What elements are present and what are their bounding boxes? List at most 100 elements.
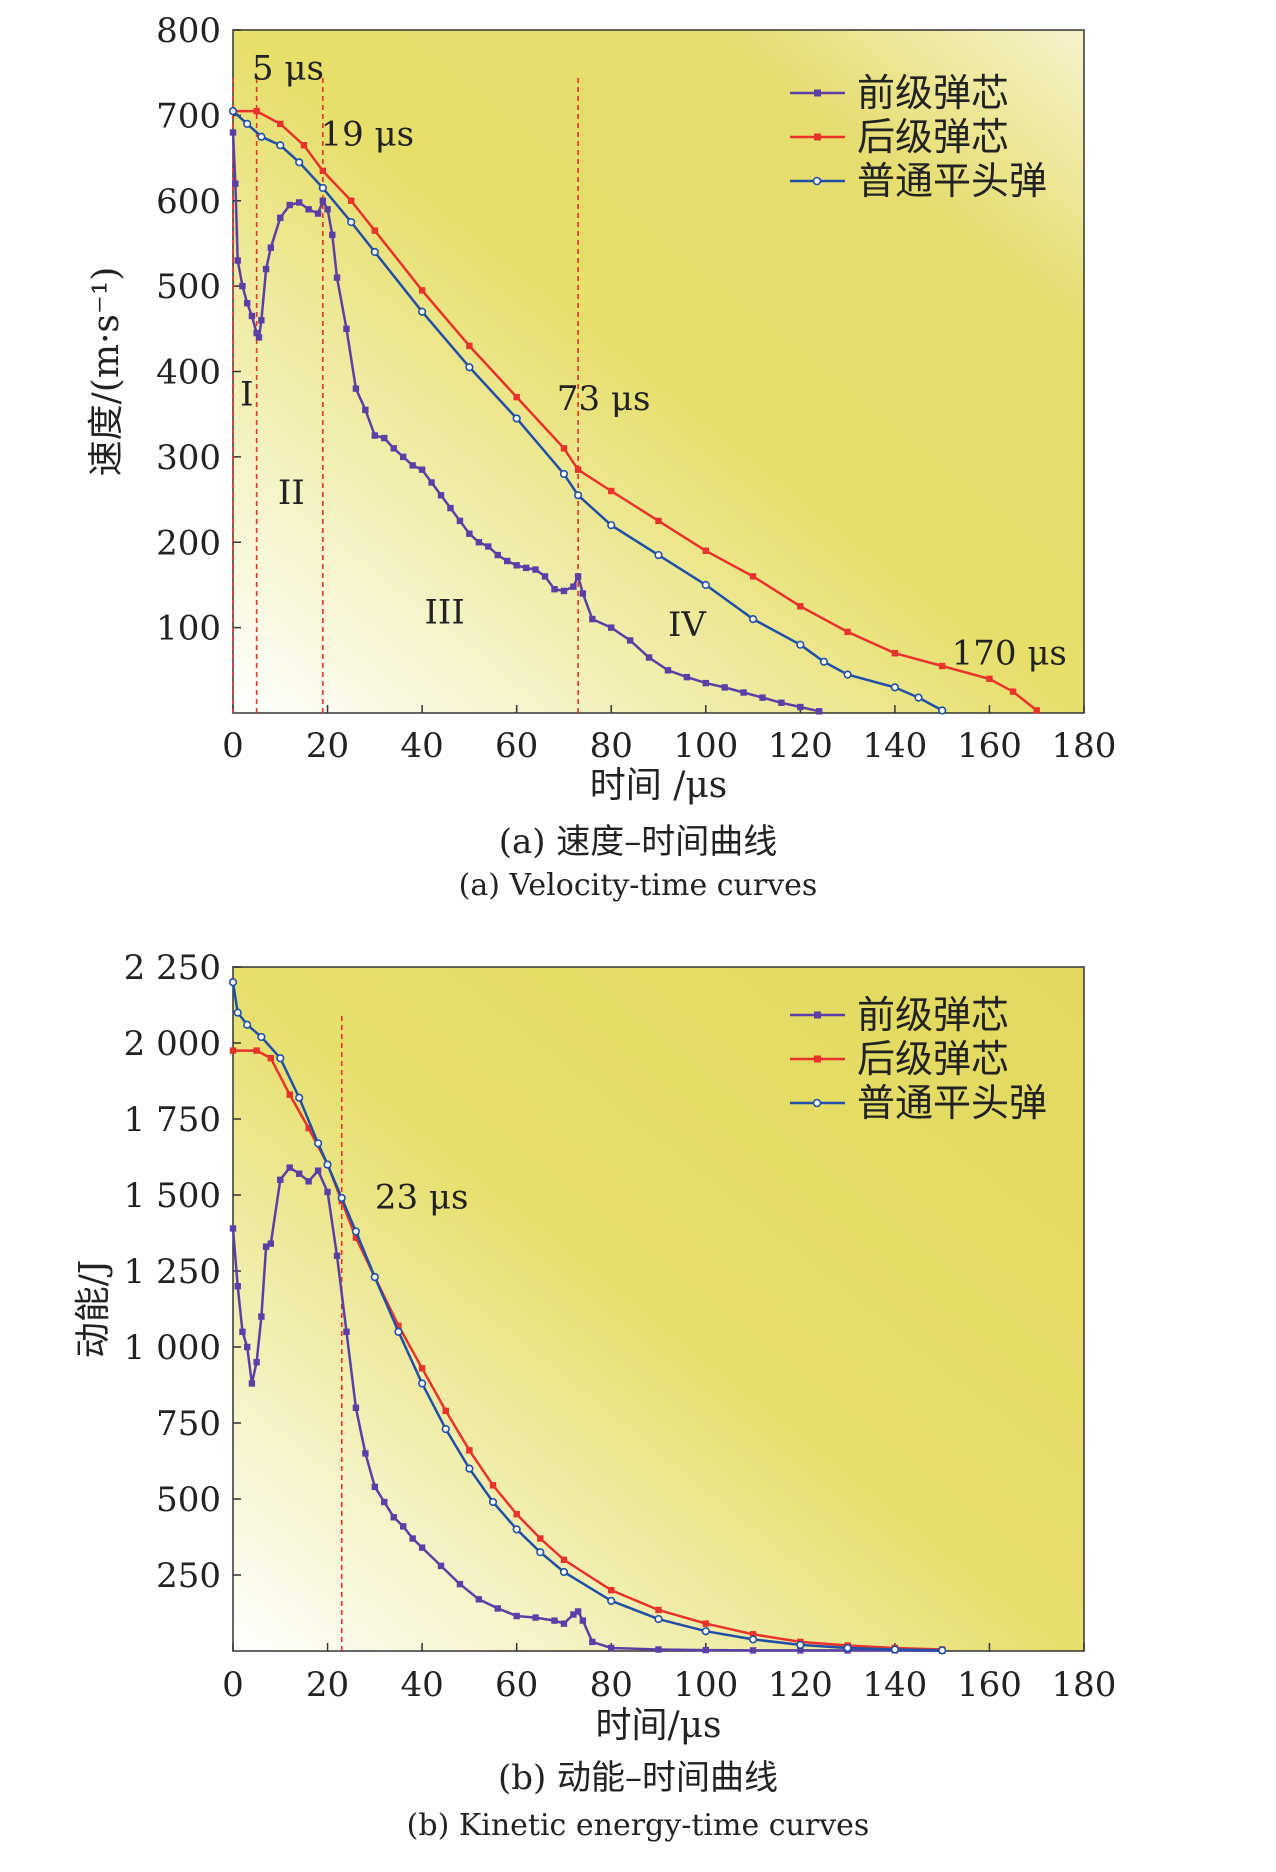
series-point	[229, 129, 237, 136]
legend-marker	[814, 1055, 821, 1063]
series-point	[239, 282, 246, 290]
series-point	[390, 445, 397, 452]
series-point	[537, 1535, 544, 1542]
series-point	[513, 562, 520, 569]
series-point	[796, 1640, 805, 1650]
series-point	[702, 679, 709, 687]
series-point	[1033, 707, 1040, 714]
series-point	[418, 466, 426, 473]
series-point	[333, 1252, 341, 1259]
series-point	[702, 1646, 709, 1654]
series-point	[560, 1556, 568, 1563]
x-tick-label: 120	[768, 726, 833, 766]
series-point	[740, 689, 747, 696]
x-tick-label: 60	[495, 1665, 538, 1705]
series-point	[243, 1020, 252, 1029]
y-tick-label: 750	[156, 1404, 221, 1444]
series-point	[352, 1234, 360, 1241]
legend-label: 后级弹芯	[857, 115, 1009, 159]
series-point	[232, 180, 239, 187]
series-point	[370, 247, 379, 257]
series-point	[329, 231, 336, 239]
series-point	[701, 1627, 710, 1636]
series-point	[248, 1380, 256, 1387]
x-tick-label: 140	[862, 1665, 927, 1705]
series-point	[362, 1450, 369, 1457]
series-point	[938, 662, 946, 670]
series-point	[504, 557, 511, 565]
caption-a-zh: (a) 速度–时间曲线	[498, 822, 778, 862]
series-point	[371, 432, 379, 439]
caption-b-en: (b) Kinetic energy-time curves	[406, 1808, 870, 1843]
series-point	[286, 201, 293, 209]
annotation-label: I	[240, 375, 253, 415]
series-point	[559, 469, 569, 479]
series-point	[234, 257, 241, 264]
series-point	[532, 566, 539, 573]
x-tick-label: 140	[862, 726, 927, 766]
series-point	[295, 1170, 303, 1177]
y-axis-label: 动能/J	[73, 1260, 114, 1359]
series-point	[257, 132, 266, 141]
series-point	[589, 1638, 596, 1646]
annotation-label: 23 μs	[375, 1178, 469, 1218]
x-tick-label: 180	[1052, 1665, 1117, 1705]
series-point	[541, 573, 549, 580]
series-point	[262, 265, 270, 273]
x-tick-label: 80	[590, 726, 633, 766]
legend-label: 前级弹芯	[857, 71, 1009, 115]
series-point	[489, 1482, 497, 1489]
annotation-label: 170 μs	[952, 633, 1067, 673]
series-point	[797, 1647, 804, 1654]
series-point	[986, 675, 993, 683]
series-point	[333, 274, 341, 281]
annotation-label: 19 μs	[320, 114, 414, 154]
series-point	[300, 142, 308, 149]
x-tick-label: 100	[673, 726, 738, 766]
legend-label: 后级弹芯	[857, 1037, 1009, 1081]
series-point	[1009, 688, 1017, 695]
series-point	[337, 1193, 346, 1203]
series-point	[295, 1093, 304, 1102]
series-point	[362, 406, 369, 414]
series-point	[229, 1225, 237, 1232]
series-point	[702, 547, 709, 554]
series-point	[234, 1283, 241, 1290]
y-tick-label: 600	[156, 182, 221, 222]
series-point	[314, 1167, 322, 1174]
series-point	[276, 141, 285, 150]
series-point	[239, 1328, 246, 1335]
y-tick-label: 2 000	[124, 1024, 221, 1064]
series-point	[559, 1567, 569, 1577]
series-point	[654, 1614, 663, 1624]
y-tick-label: 700	[156, 96, 221, 136]
series-point	[295, 199, 303, 206]
series-point	[370, 1272, 379, 1282]
legend-marker	[812, 176, 822, 186]
series-point	[456, 1580, 464, 1588]
series-point	[532, 1614, 539, 1621]
series-point	[257, 1032, 266, 1042]
series-point	[229, 1047, 237, 1054]
series-point	[655, 517, 662, 525]
series-point	[607, 521, 616, 530]
x-tick-label: 180	[1052, 726, 1117, 766]
series-point	[749, 1647, 757, 1654]
y-tick-label: 800	[156, 11, 221, 51]
series-point	[343, 1328, 350, 1335]
series-point	[295, 158, 304, 167]
series-point	[466, 1447, 473, 1454]
series-point	[608, 624, 615, 631]
annotation-label: 5 μs	[252, 49, 324, 89]
series-point	[465, 1464, 474, 1473]
series-point	[522, 564, 530, 572]
series-point	[441, 1424, 450, 1434]
series-point	[778, 699, 785, 706]
series-point	[513, 393, 520, 401]
x-tick-label: 0	[222, 1665, 244, 1705]
series-point	[494, 1605, 501, 1612]
series-point	[626, 637, 634, 644]
x-tick-label: 0	[222, 726, 244, 766]
legend-marker	[814, 133, 821, 141]
series-point	[305, 206, 312, 213]
